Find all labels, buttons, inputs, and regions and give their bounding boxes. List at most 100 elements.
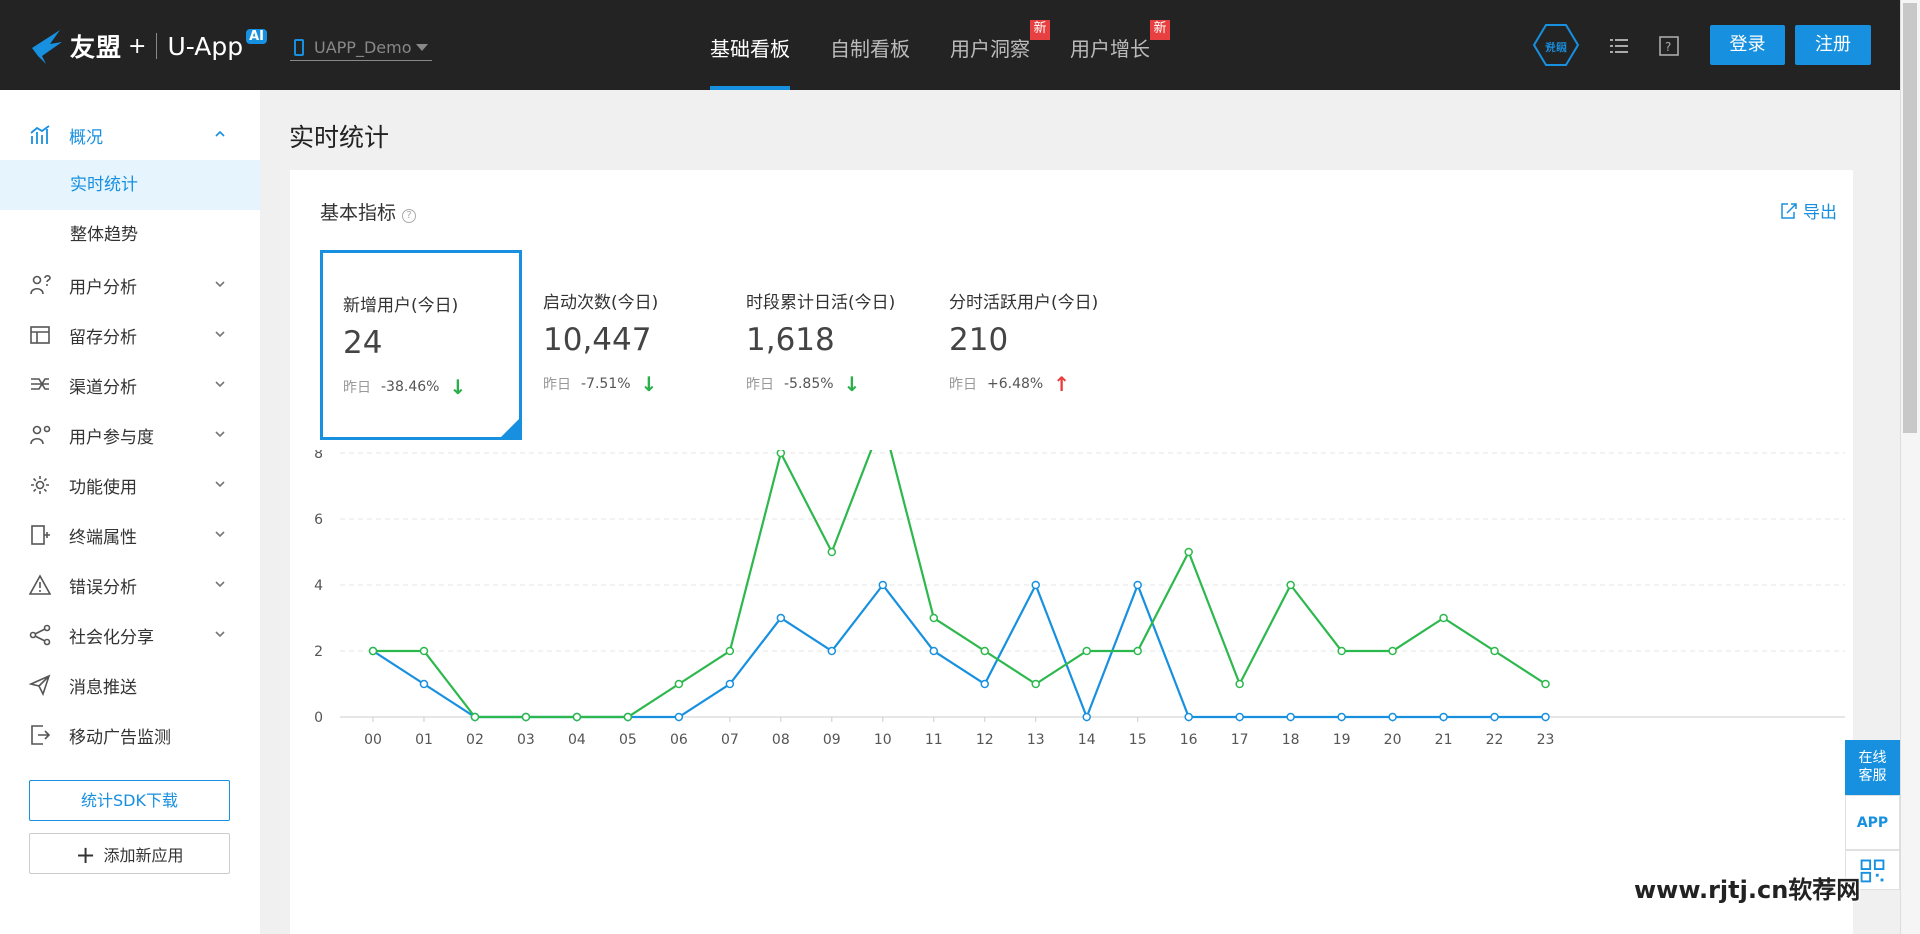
chevron-down-icon xyxy=(215,281,225,288)
series-1-point xyxy=(1490,712,1499,722)
chevron-down-icon xyxy=(215,381,225,388)
kpi-label: 时段累计日活(今日) xyxy=(746,293,896,313)
app-selector-value: UAPP_Demo xyxy=(314,38,412,57)
kpi-compare-label: 昨日 xyxy=(746,377,774,393)
sidebar-sub-realtime[interactable]: 实时统计 xyxy=(0,160,260,210)
help-circle-icon[interactable]: ? xyxy=(402,209,417,223)
x-tick-label: 11 xyxy=(925,732,943,748)
series-2-point xyxy=(1184,547,1193,557)
series-1-point xyxy=(776,613,786,623)
nav-tab-user-insight[interactable]: 用户洞察新 xyxy=(950,0,1050,90)
add-app-button[interactable]: + 添加新应用 xyxy=(29,833,230,874)
series-2-point xyxy=(725,646,735,656)
series-2-point xyxy=(1235,679,1244,689)
upgrade-info-button[interactable]: 升级 说明 xyxy=(1532,21,1580,69)
app-selector[interactable]: UAPP_Demo xyxy=(290,35,432,61)
series-1-point xyxy=(725,679,735,689)
export-label: 导出 xyxy=(1803,203,1837,223)
sidebar-item-label: 功能使用 xyxy=(69,477,137,498)
sidebar-item-push[interactable]: 消息推送 xyxy=(0,660,260,710)
sidebar-item-label: 终端属性 xyxy=(69,527,137,548)
nav-tab-user-growth[interactable]: 用户增长新 xyxy=(1070,0,1170,90)
sidebar-item-label: 渠道分析 xyxy=(69,377,137,398)
kpi-card-cumulative-dau[interactable]: 时段累计日活(今日) 1,618 昨日 -5.85% ↓ xyxy=(723,250,925,440)
page-title: 实时统计 xyxy=(289,123,390,152)
ad-monitor-icon xyxy=(31,725,51,745)
paper-plane-icon xyxy=(29,674,51,696)
sidebar-sub-trend[interactable]: 整体趋势 xyxy=(70,225,138,245)
register-button[interactable]: 注册 xyxy=(1795,25,1871,65)
kpi-card-new-users[interactable]: 新增用户(今日) 24 昨日 -38.46% ↓ xyxy=(320,250,522,440)
list-icon[interactable] xyxy=(1608,35,1630,57)
series-1-point xyxy=(1286,712,1295,722)
metrics-panel: 基本指标? 导出 新增用户(今日) 24 昨日 -38.46% ↓ 启动次数(今日)… xyxy=(290,170,1853,934)
chevron-down-icon xyxy=(215,431,225,438)
scrollbar-thumb[interactable] xyxy=(1903,3,1917,433)
export-button[interactable]: 导出 xyxy=(1780,198,1837,223)
brand-logo[interactable]: 友盟 + U-App AI xyxy=(30,26,267,66)
sidebar-item-user-analysis[interactable]: 用户分析 xyxy=(0,260,260,310)
sidebar-item-errors[interactable]: 错误分析 xyxy=(0,560,260,610)
qr-code-button[interactable] xyxy=(1845,850,1900,890)
sidebar-item-engagement[interactable]: 用户参与度 xyxy=(0,410,260,460)
nav-tab-basic-board[interactable]: 基础看板 xyxy=(710,0,790,90)
sidebar-item-terminal[interactable]: 终端属性 xyxy=(0,510,260,560)
service-line2: 客服 xyxy=(1858,768,1887,784)
online-service-button[interactable]: 在线 客服 xyxy=(1845,740,1900,795)
login-button[interactable]: 登录 xyxy=(1710,25,1785,65)
hexagon-icon xyxy=(1532,24,1580,66)
x-tick-label: 04 xyxy=(568,732,586,748)
series-2-point xyxy=(470,712,480,722)
calendar-grid-icon xyxy=(30,326,50,344)
nav-tab-label: 基础看板 xyxy=(710,37,790,61)
warning-icon xyxy=(29,574,51,595)
kpi-card-hourly-active[interactable]: 分时活跃用户(今日) 210 昨日 +6.48% ↑ xyxy=(926,250,1128,440)
y-tick-label: 6 xyxy=(314,512,323,528)
chevron-down-icon xyxy=(215,481,225,488)
sidebar-item-feature-usage[interactable]: 功能使用 xyxy=(0,460,260,510)
x-tick-label: 07 xyxy=(721,732,739,748)
upgrade-line1: 升级 xyxy=(1545,41,1567,54)
panel-title-text: 基本指标 xyxy=(320,202,397,224)
user-engagement-icon xyxy=(30,425,51,445)
x-tick-label: 01 xyxy=(415,732,433,748)
series-2-point xyxy=(1082,646,1091,656)
app-download-button[interactable]: APP xyxy=(1845,795,1900,850)
series-1-point xyxy=(1439,712,1448,722)
sidebar: 概况 实时统计 整体趋势 用户分析 留存分析 渠道分析 用户参与度 功能使用 终… xyxy=(0,90,260,934)
kpi-percent: -38.46% xyxy=(381,379,440,395)
chevron-down-icon xyxy=(215,631,225,638)
sidebar-item-label: 错误分析 xyxy=(69,577,137,598)
watermark: www.rjtj.cn软荐网 xyxy=(1634,876,1861,904)
x-tick-label: 08 xyxy=(772,732,790,748)
x-tick-label: 14 xyxy=(1078,732,1096,748)
series-2-point xyxy=(572,712,582,722)
x-tick-label: 22 xyxy=(1486,732,1504,748)
x-tick-label: 02 xyxy=(466,732,484,748)
series-1-point xyxy=(1031,580,1040,590)
brand-plus: + xyxy=(128,33,147,59)
kpi-label: 启动次数(今日) xyxy=(543,293,659,313)
sdk-download-button[interactable]: 统计SDK下载 xyxy=(29,780,230,821)
brand-divider xyxy=(156,33,158,59)
nav-tab-custom-board[interactable]: 自制看板 xyxy=(830,0,910,90)
nav-tab-label: 用户洞察 xyxy=(950,37,1030,61)
help-icon[interactable]: ? xyxy=(1658,35,1680,57)
sidebar-item-channel[interactable]: 渠道分析 xyxy=(0,360,260,410)
sidebar-item-overview[interactable]: 概况 xyxy=(0,110,260,160)
kpi-value: 1,618 xyxy=(746,322,835,358)
sidebar-item-retention[interactable]: 留存分析 xyxy=(0,310,260,360)
kpi-label: 分时活跃用户(今日) xyxy=(949,293,1099,313)
kpi-card-launches[interactable]: 启动次数(今日) 10,447 昨日 -7.51% ↓ xyxy=(520,250,722,440)
sidebar-item-social-share[interactable]: 社会化分享 xyxy=(0,610,260,660)
x-tick-label: 17 xyxy=(1231,732,1249,748)
chevron-down-icon xyxy=(215,581,225,588)
sidebar-item-label: 留存分析 xyxy=(69,327,137,348)
x-tick-label: 00 xyxy=(364,732,382,748)
export-icon xyxy=(1781,202,1797,219)
series-2-point xyxy=(521,712,531,722)
product-name: U-App xyxy=(167,31,244,61)
series-1-point xyxy=(827,646,837,656)
qr-code-icon xyxy=(1860,859,1885,883)
sidebar-item-ad-monitor[interactable]: 移动广告监测 xyxy=(0,710,260,760)
